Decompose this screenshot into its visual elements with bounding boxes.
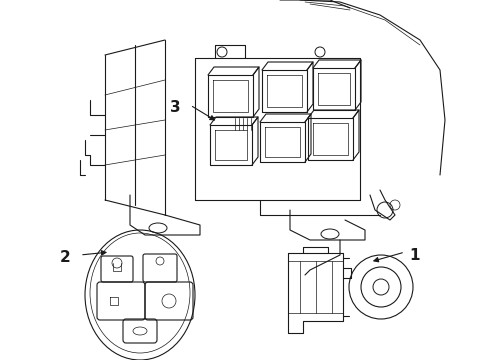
Text: 2: 2 bbox=[60, 251, 71, 266]
Text: 1: 1 bbox=[410, 248, 420, 262]
Text: 3: 3 bbox=[170, 100, 180, 116]
